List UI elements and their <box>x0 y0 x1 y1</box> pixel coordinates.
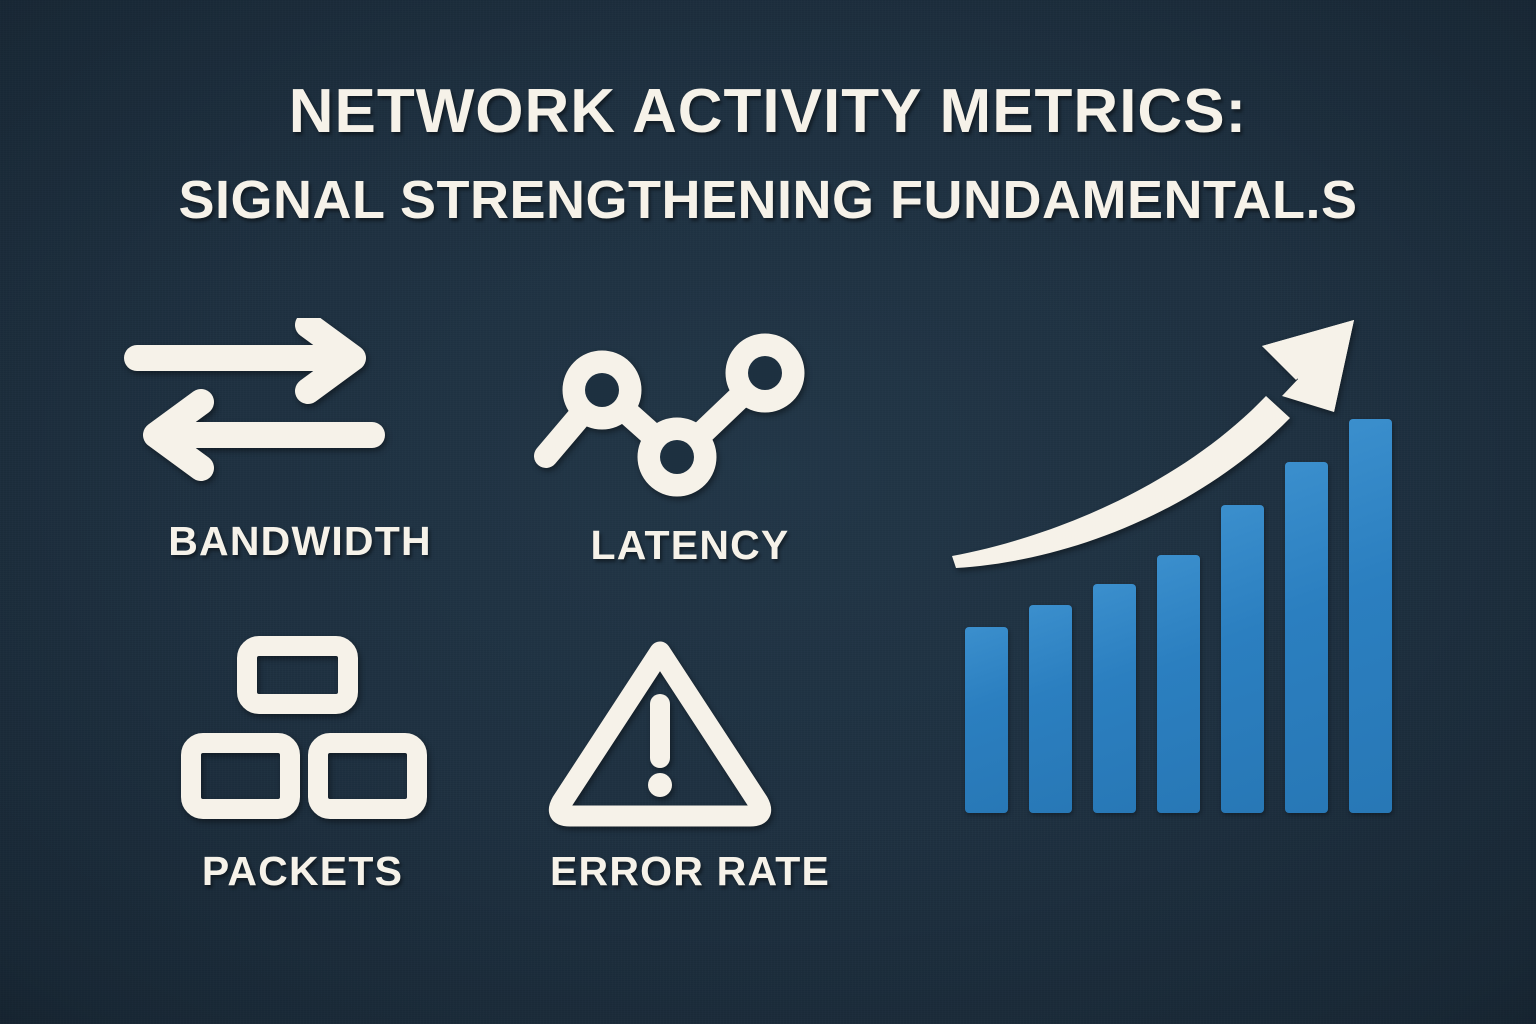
growth-bar-chart <box>930 300 1400 830</box>
chart-bar <box>1029 605 1072 813</box>
metric-packets[interactable]: PACKETS <box>130 630 475 912</box>
line-chart-nodes-icon <box>534 333 805 497</box>
metric-latency-label: LATENCY <box>590 522 790 568</box>
chart-bar <box>965 627 1008 813</box>
chart-bar <box>1221 505 1264 813</box>
chart-bar <box>1349 419 1392 813</box>
metric-errorrate[interactable]: ERROR RATE <box>530 630 850 912</box>
metric-bandwidth-label: BANDWIDTH <box>168 518 432 564</box>
warning-triangle-icon <box>548 641 772 827</box>
chart-bar <box>1157 555 1200 813</box>
chart-bar <box>1285 462 1328 813</box>
chart-bar <box>1093 584 1136 813</box>
metric-bandwidth[interactable]: BANDWIDTH <box>120 318 480 578</box>
page-subtitle: SIGNAL STRENGTHENING FUNDAMENTAL.S <box>178 170 1358 230</box>
metric-latency[interactable]: LATENCY <box>530 330 850 578</box>
metric-errorrate-label: ERROR RATE <box>549 848 831 894</box>
page-title: NETWORK ACTIVITY METRICS: <box>288 77 1248 146</box>
bidirectional-arrows-icon <box>124 318 385 481</box>
network-nodes-boxes-icon <box>181 636 427 819</box>
metric-packets-label: PACKETS <box>201 848 404 894</box>
